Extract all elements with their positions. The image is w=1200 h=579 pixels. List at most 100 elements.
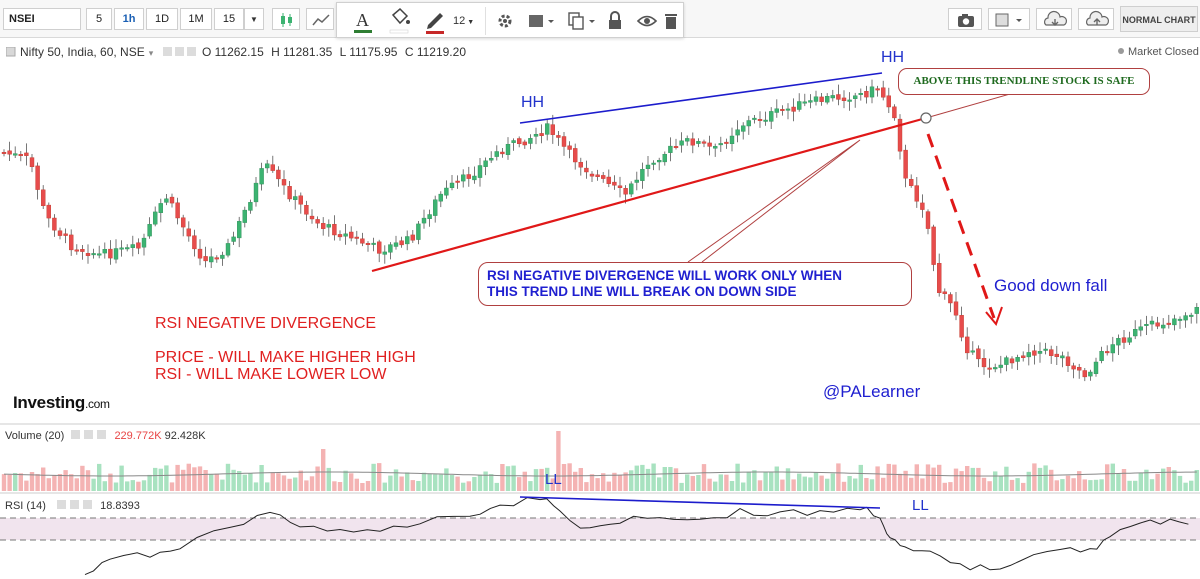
line-style-button[interactable] <box>521 3 559 39</box>
candle-body <box>937 263 942 293</box>
delete-button[interactable] <box>659 3 683 39</box>
volume-bar <box>657 477 662 491</box>
candle-body <box>483 160 488 167</box>
candle-body <box>1116 338 1121 346</box>
candle-body <box>119 247 124 250</box>
volume-bar <box>225 463 231 491</box>
candle-body <box>259 168 264 185</box>
candle-body <box>578 161 583 168</box>
candle-type-button[interactable] <box>272 8 300 30</box>
volume-bar <box>724 474 729 491</box>
candle-body <box>141 237 147 248</box>
volume-bar <box>998 475 1003 491</box>
volume-bar <box>489 474 494 491</box>
rsi-callout-pointer <box>687 139 861 263</box>
volume-bar <box>349 473 354 491</box>
volume-bar <box>393 469 399 491</box>
candle-body <box>993 367 998 370</box>
candle-body <box>466 174 471 179</box>
drawing-toolbar: A 12 ▼ <box>336 2 684 38</box>
volume-bar <box>153 467 158 491</box>
volume-bar <box>1049 469 1054 491</box>
volume-bar <box>679 482 684 491</box>
volume-bar <box>1037 467 1043 491</box>
candle-body <box>595 174 600 178</box>
volume-bar <box>707 478 712 491</box>
candle-body <box>589 173 595 177</box>
volume-bar <box>108 473 113 491</box>
candle-body <box>449 182 455 189</box>
pane-controls-icon[interactable] <box>67 430 111 440</box>
rsi-lows-trendline[interactable] <box>519 496 881 509</box>
candle-body <box>903 149 908 179</box>
font-size-value: 12 <box>453 15 466 27</box>
candle-body <box>545 123 550 135</box>
candle-body <box>1127 337 1132 343</box>
timeframe-1m-button[interactable]: 1M <box>180 8 212 30</box>
candle-body <box>1054 353 1060 358</box>
volume-bar <box>797 473 802 491</box>
screenshot-button[interactable] <box>948 8 982 30</box>
volume-bar <box>354 478 359 491</box>
volume-bar <box>405 472 410 491</box>
font-size-select[interactable]: 12 ▼ <box>453 15 475 27</box>
load-layout-button[interactable] <box>1036 8 1072 30</box>
candle-body <box>1149 320 1155 325</box>
candle-body <box>461 174 466 182</box>
volume-bar <box>192 467 197 491</box>
camera-icon <box>958 14 974 27</box>
lock-button[interactable] <box>599 3 631 39</box>
volume-bar <box>741 482 746 491</box>
legend-controls-icon[interactable] <box>161 46 199 57</box>
candle-body <box>455 180 460 183</box>
support-trendline[interactable] <box>371 116 927 273</box>
visibility-button[interactable] <box>631 3 663 39</box>
text-tool-button[interactable]: A <box>347 3 379 39</box>
note-rsi: RSI - WILL MAKE LOWER LOW <box>155 366 387 383</box>
fill-color-button[interactable] <box>383 3 415 39</box>
symbol-search-input[interactable]: NSEI <box>3 8 81 30</box>
candle-body <box>46 204 51 219</box>
volume-bar <box>52 475 57 491</box>
trendline-anchor-point[interactable] <box>920 112 932 124</box>
timeframe-5-button[interactable]: 5 <box>86 8 112 30</box>
save-layout-button[interactable] <box>1078 8 1114 30</box>
candle-body <box>405 236 410 245</box>
candle-body <box>1 151 7 154</box>
candle-body <box>433 199 438 216</box>
volume-bar <box>505 466 511 491</box>
volume-bar <box>466 481 471 491</box>
volume-bar <box>203 470 208 491</box>
timeframe-1h-button[interactable]: 1h <box>114 8 144 30</box>
volume-bar <box>97 463 102 491</box>
timeframe-15-button[interactable]: 15 <box>214 8 244 30</box>
clone-button[interactable] <box>561 3 599 39</box>
square-icon <box>995 13 1022 27</box>
timeframe-dropdown[interactable]: ▼ <box>244 8 264 30</box>
chart-settings-icon[interactable] <box>5 46 16 57</box>
candle-body <box>802 101 807 104</box>
indicators-button[interactable] <box>306 8 334 30</box>
volume-bar <box>819 475 824 491</box>
settings-button[interactable] <box>489 3 521 39</box>
candle-body <box>886 95 891 108</box>
volume-bar <box>808 477 813 491</box>
timeframe-1d-button[interactable]: 1D <box>146 8 178 30</box>
chart-style-button[interactable] <box>988 8 1030 30</box>
pane-controls-icon[interactable] <box>49 500 97 510</box>
volume-bar <box>925 464 931 491</box>
candle-body <box>757 118 763 121</box>
normal-chart-button[interactable]: NORMAL CHART <box>1120 6 1198 32</box>
candle-body <box>321 223 326 229</box>
volume-bar <box>365 481 371 491</box>
candle-body <box>948 294 953 304</box>
volume-bar <box>410 480 415 491</box>
highs-trendline[interactable] <box>519 72 883 124</box>
volume-bar <box>1 474 7 491</box>
volume-bar <box>825 478 830 491</box>
line-color-button[interactable] <box>419 3 451 39</box>
candle-body <box>1026 352 1032 358</box>
volume-bar <box>1172 470 1177 491</box>
candle-body <box>438 193 443 202</box>
